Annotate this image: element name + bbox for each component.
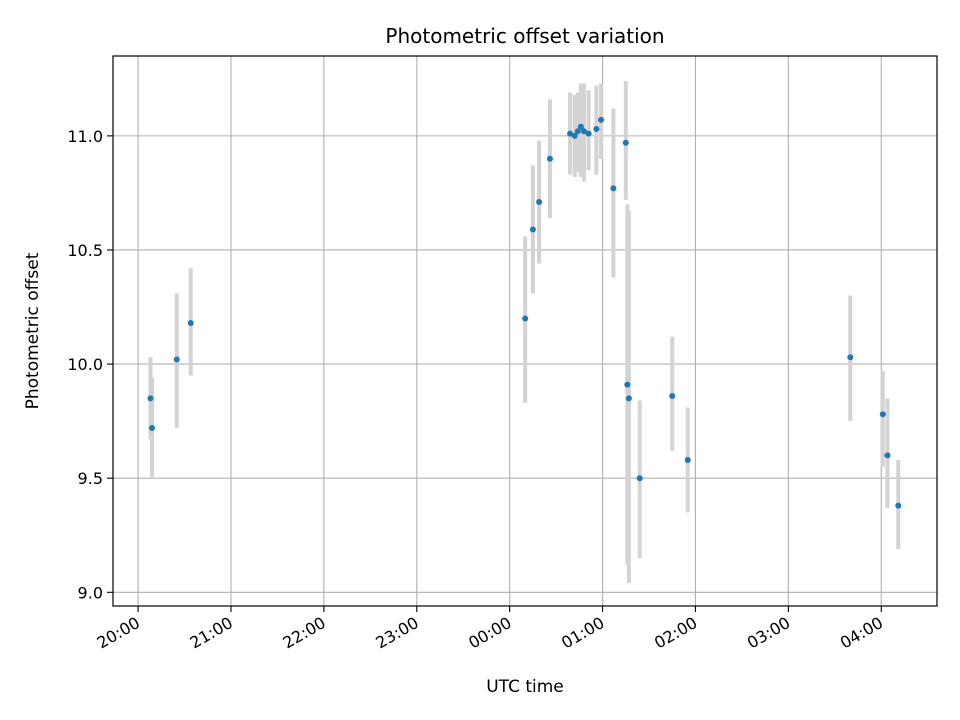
data-point-17 (622, 139, 629, 146)
y-tick-label: 9.5 (78, 469, 103, 488)
y-axis: 9.0 9.5 10.0 10.5 11.0 (67, 127, 113, 602)
data-point-15 (598, 116, 605, 123)
data-point-18 (624, 381, 631, 388)
data-point-9 (571, 132, 578, 139)
y-tick-label: 10.0 (67, 355, 103, 374)
data-point-3 (187, 320, 194, 327)
data-point-7 (546, 155, 553, 162)
data-point-13 (585, 130, 592, 137)
x-axis-label: UTC time (486, 677, 564, 697)
data-point-14 (593, 126, 600, 133)
data-point-8 (567, 130, 574, 137)
data-point-24 (879, 411, 886, 418)
y-tick-label: 11.0 (67, 127, 103, 146)
data-point-16 (610, 185, 617, 192)
data-point-0 (147, 395, 154, 402)
data-point-6 (536, 199, 543, 206)
data-point-20 (636, 475, 643, 482)
data-point-12 (580, 128, 587, 135)
data-point-19 (625, 395, 632, 402)
plot-area-frame (112, 55, 938, 607)
data-point-26 (895, 502, 902, 509)
data-point-10 (574, 128, 581, 135)
data-point-2 (173, 356, 180, 363)
chart-title: Photometric offset variation (385, 24, 664, 48)
data-point-1 (149, 424, 156, 431)
y-tick-label: 10.5 (67, 241, 103, 260)
y-axis-label: Photometric offset (23, 252, 43, 409)
data-point-23 (847, 354, 854, 361)
data-point-11 (577, 123, 584, 130)
data-point-4 (522, 315, 529, 322)
data-point-21 (669, 393, 676, 400)
data-point-25 (884, 452, 891, 459)
data-point-5 (529, 226, 536, 233)
y-tick-label: 9.0 (78, 583, 103, 602)
data-point-22 (684, 456, 691, 463)
markers (147, 116, 902, 509)
